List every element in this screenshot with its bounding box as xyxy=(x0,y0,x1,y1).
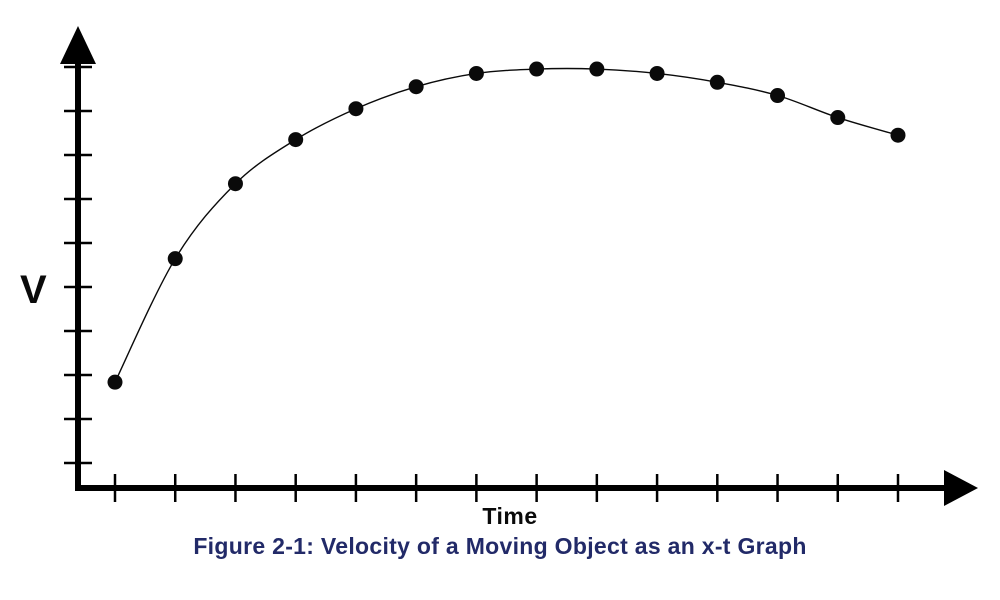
data-point xyxy=(468,65,484,81)
data-point xyxy=(770,88,786,104)
data-point xyxy=(709,74,725,90)
data-point xyxy=(890,127,906,143)
y-axis-arrowhead-icon xyxy=(60,26,96,64)
data-point xyxy=(227,176,243,192)
data-point xyxy=(288,132,304,148)
data-point xyxy=(830,110,846,126)
data-point xyxy=(589,61,605,77)
data-point xyxy=(649,65,665,81)
y-axis-label: V xyxy=(20,268,48,312)
figure-caption: Figure 2-1: Velocity of a Moving Object … xyxy=(193,533,807,559)
data-point xyxy=(529,61,545,77)
x-axis-arrowhead-icon xyxy=(944,470,978,506)
data-point xyxy=(107,374,123,390)
data-point xyxy=(167,251,183,267)
x-axis-label: Time xyxy=(482,503,538,529)
data-point xyxy=(408,79,424,95)
data-point xyxy=(348,101,364,117)
data-curve xyxy=(114,67,899,383)
